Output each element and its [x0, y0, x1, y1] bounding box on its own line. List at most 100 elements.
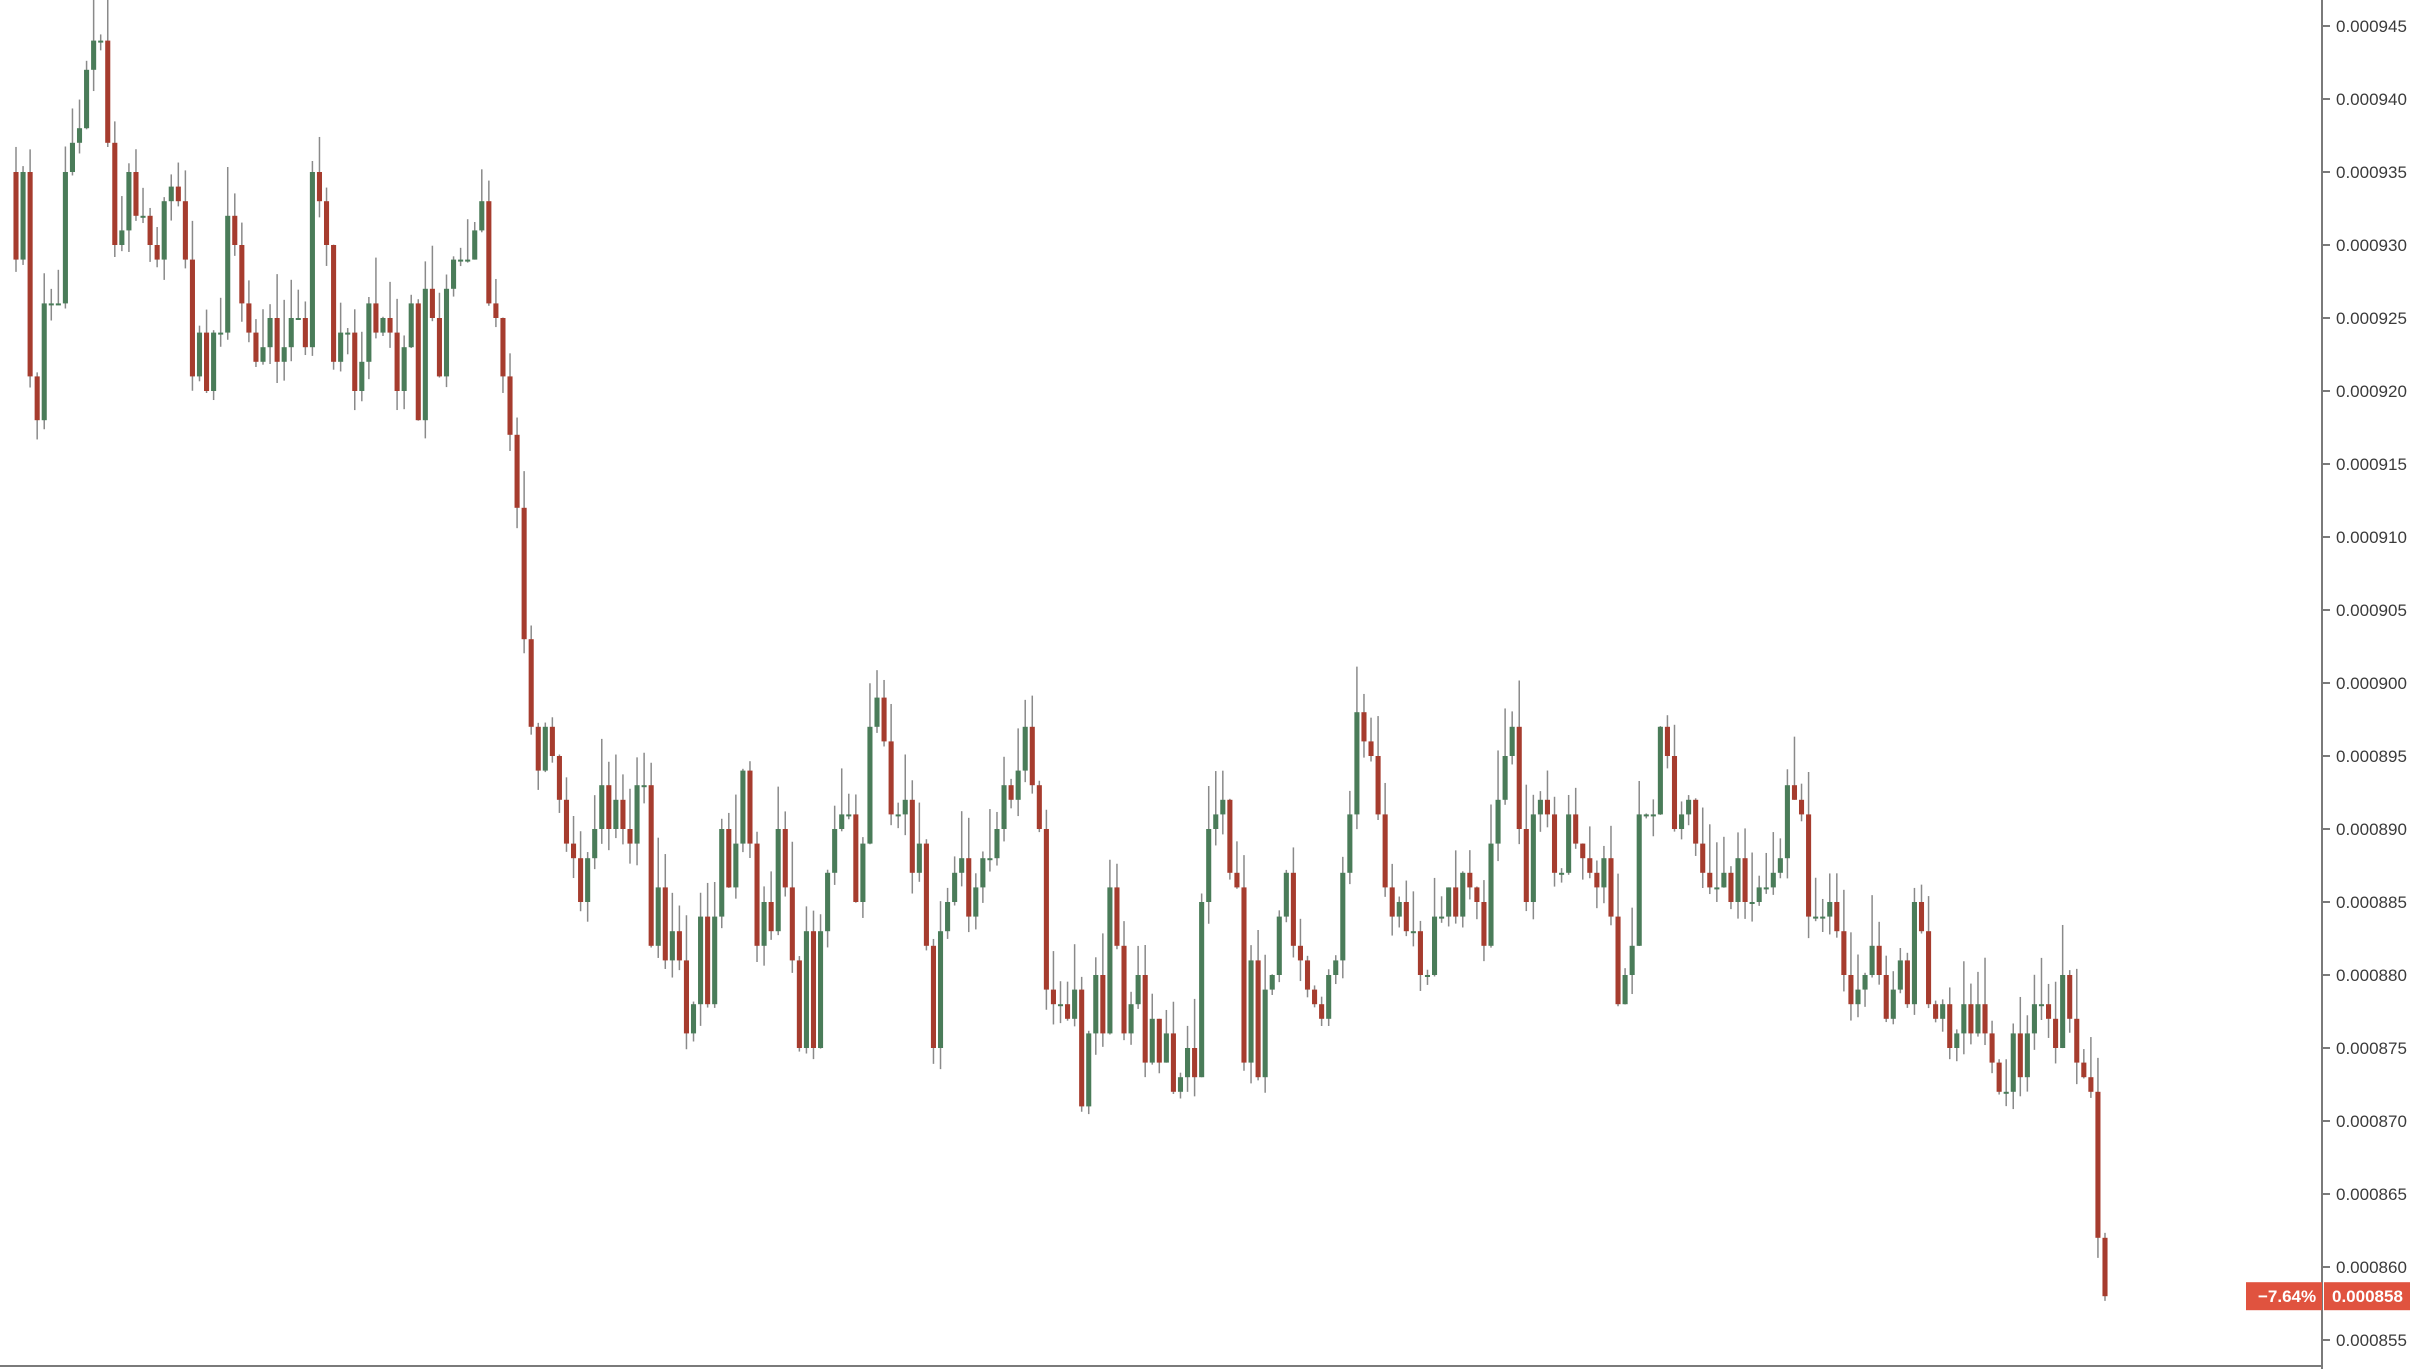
- candle-up: [634, 785, 640, 844]
- candle-down: [302, 318, 308, 348]
- price-axis-tick-label: 0.000945: [2336, 17, 2407, 36]
- candle-down: [1594, 872, 1600, 888]
- price-axis-tick-label: 0.000875: [2336, 1039, 2407, 1058]
- price-change-label: −7.64%: [2258, 1287, 2316, 1306]
- candle-up: [41, 303, 47, 421]
- candle-down: [1255, 960, 1261, 1078]
- candle-up: [1502, 756, 1508, 800]
- candle-down: [1996, 1062, 2002, 1092]
- candle-down: [570, 843, 577, 859]
- candle-up: [690, 1004, 697, 1034]
- candle-down: [1516, 726, 1522, 829]
- candle-down: [1544, 799, 1551, 815]
- candle-up: [1509, 726, 1515, 756]
- candle-down: [796, 960, 802, 1048]
- candle-down: [1304, 960, 1311, 990]
- candle-down: [105, 40, 111, 143]
- candle-up: [366, 303, 372, 362]
- candle-down: [1142, 975, 1148, 1063]
- price-axis-tick-label: 0.000895: [2336, 747, 2407, 766]
- candle-down: [1114, 887, 1120, 946]
- candle-up: [98, 40, 104, 43]
- candle-up: [1721, 872, 1727, 888]
- candle-up: [451, 259, 457, 289]
- candle-down: [1290, 872, 1296, 946]
- candle-down: [1968, 1004, 1974, 1034]
- candle-up: [1149, 1018, 1155, 1063]
- candle-down: [514, 434, 520, 508]
- candle-down: [930, 945, 937, 1048]
- candle-down: [1029, 726, 1035, 786]
- candle-up: [281, 347, 287, 362]
- candle-up: [401, 347, 407, 391]
- candle-up: [641, 785, 647, 788]
- candle-down: [662, 887, 668, 961]
- candle-down: [1375, 756, 1381, 815]
- candle-up: [1530, 814, 1536, 902]
- candle-up: [69, 142, 76, 172]
- candle-up: [1220, 799, 1226, 815]
- candle-down: [352, 332, 358, 391]
- candle-down: [175, 186, 181, 202]
- candle-down: [27, 172, 33, 377]
- candle-up: [895, 814, 901, 817]
- candle-down: [521, 507, 527, 640]
- candle-up: [443, 288, 450, 377]
- candle-down: [923, 843, 929, 946]
- price-axis-tick-label: 0.000930: [2336, 236, 2407, 255]
- candle-up: [1643, 814, 1649, 817]
- candle-up: [1283, 872, 1289, 917]
- candle-up: [959, 858, 965, 873]
- candle-up: [338, 332, 344, 362]
- candle-up: [1488, 843, 1494, 946]
- candle-down: [528, 639, 534, 727]
- candle-up: [987, 858, 993, 861]
- candle-down: [1170, 1033, 1176, 1092]
- candle-up: [1784, 785, 1790, 859]
- candle-down: [1834, 902, 1840, 932]
- candle-up: [973, 887, 979, 917]
- candle-up: [1763, 887, 1769, 890]
- candle-down: [1728, 872, 1734, 902]
- candle-up: [288, 318, 294, 348]
- candle-up: [458, 259, 464, 262]
- candle-up: [1396, 902, 1402, 917]
- candle-down: [578, 858, 584, 902]
- candle-up: [874, 697, 880, 727]
- candle-down: [1573, 814, 1579, 844]
- price-change-badge: [2246, 1282, 2322, 1311]
- candle-down: [1798, 799, 1805, 815]
- candle-down: [1079, 989, 1085, 1107]
- candle-up: [20, 172, 26, 260]
- candle-down: [909, 799, 915, 873]
- candle-up: [818, 931, 824, 1048]
- candle-down: [754, 843, 760, 946]
- candle-up: [1495, 799, 1501, 844]
- candle-up: [1629, 945, 1635, 975]
- candle-down: [429, 288, 435, 318]
- candle-up: [161, 201, 167, 260]
- candle-up: [1862, 975, 1868, 990]
- candle-up: [76, 128, 83, 143]
- candle-down: [1241, 887, 1247, 1063]
- candle-up: [1248, 960, 1254, 1063]
- price-axis-tick-label: 0.000855: [2336, 1331, 2407, 1350]
- candle-down: [2045, 1004, 2052, 1019]
- candle-down: [1523, 829, 1529, 902]
- candle-up: [1686, 799, 1692, 815]
- candle-up: [1093, 975, 1099, 1034]
- candle-up: [719, 829, 725, 917]
- candle-down: [1608, 858, 1614, 917]
- candle-down: [1361, 712, 1367, 742]
- candle-down: [154, 245, 160, 260]
- candle-up: [1827, 902, 1833, 917]
- candle-down: [253, 332, 259, 362]
- candle-down: [535, 726, 541, 771]
- candle-up: [1128, 1004, 1134, 1034]
- candle-down: [853, 814, 859, 902]
- candle-down: [747, 770, 753, 844]
- candle-up: [1890, 989, 1896, 1019]
- candle-up: [48, 303, 54, 306]
- price-axis-tick-label: 0.000885: [2336, 893, 2407, 912]
